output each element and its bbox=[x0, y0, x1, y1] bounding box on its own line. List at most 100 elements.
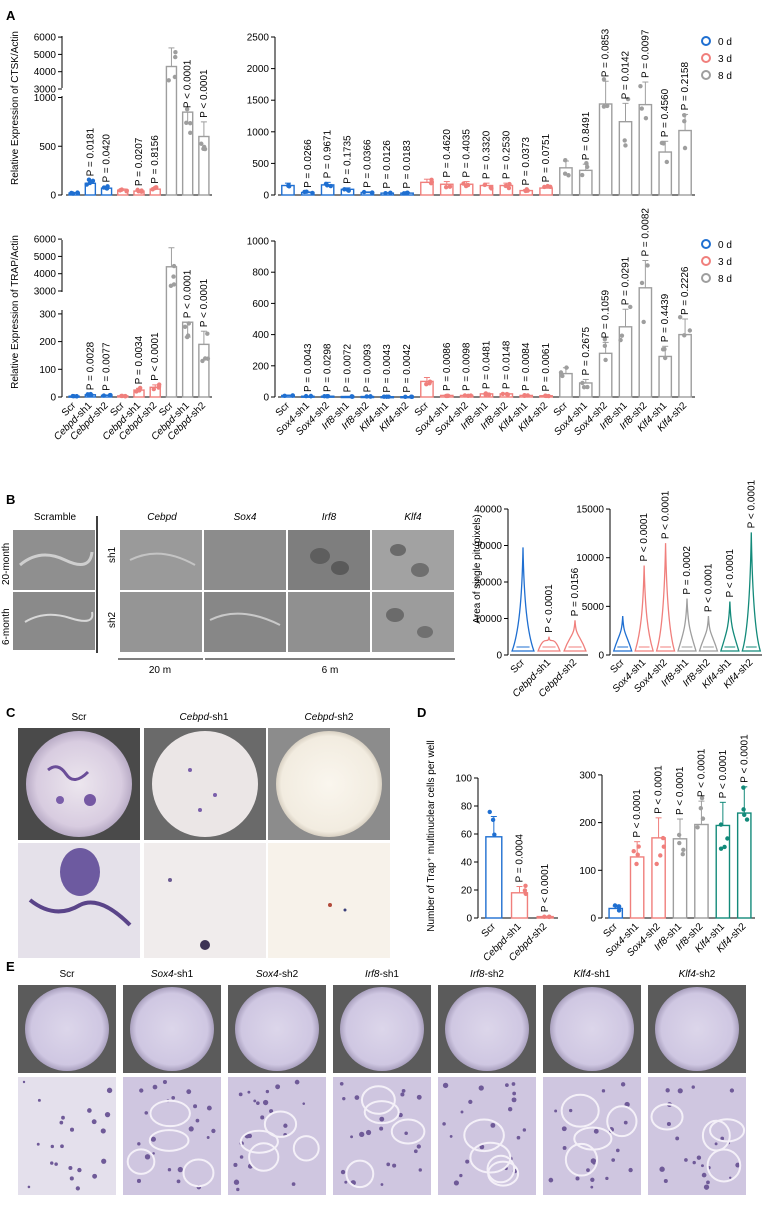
y-tick-label: 6000 bbox=[34, 33, 57, 44]
bar bbox=[658, 151, 673, 196]
violin bbox=[511, 547, 535, 652]
data-point bbox=[661, 844, 667, 849]
data-point bbox=[443, 184, 449, 190]
sem-klf4-sh2 bbox=[372, 592, 454, 652]
data-point bbox=[151, 386, 156, 392]
y-tick-label: 4000 bbox=[34, 67, 57, 78]
p-value: P < 0.0001 bbox=[725, 549, 736, 598]
data-point bbox=[447, 184, 453, 189]
p-value: P < 0.0001 bbox=[632, 789, 643, 838]
data-point bbox=[310, 190, 315, 196]
data-point bbox=[388, 190, 393, 196]
y-tick-label: 10000 bbox=[576, 553, 604, 564]
data-point bbox=[185, 333, 191, 338]
dish-image bbox=[340, 987, 424, 1071]
panel-b-micrographs: Scramble 20-month 6-month Cebpd Sox4 Irf… bbox=[1, 512, 455, 676]
y-tick-label: 500 bbox=[39, 142, 56, 153]
data-point bbox=[546, 914, 552, 920]
data-point bbox=[168, 283, 174, 289]
dish-image bbox=[550, 987, 634, 1071]
panel-label-e: E bbox=[6, 959, 15, 974]
svg-text:0 d: 0 d bbox=[718, 240, 732, 251]
legend-bottom: 0 d 3 d 8 d bbox=[701, 239, 732, 285]
p-value: P = 0.0126 bbox=[382, 140, 393, 189]
data-point bbox=[86, 177, 92, 182]
data-point bbox=[562, 171, 568, 176]
data-point bbox=[542, 184, 547, 190]
p-value: P < 0.0001 bbox=[150, 332, 161, 381]
data-point bbox=[742, 812, 747, 817]
zoom-image bbox=[438, 1077, 536, 1195]
row-label-20-month: 20-month bbox=[1, 543, 12, 585]
category-label: Scr bbox=[480, 921, 499, 940]
y-tick-label: 2000 bbox=[247, 64, 270, 75]
violin bbox=[698, 616, 719, 652]
y-tick-label: 0 bbox=[598, 651, 604, 662]
bar bbox=[694, 823, 709, 919]
data-point bbox=[700, 816, 706, 821]
e-label: Scr bbox=[60, 969, 76, 980]
p-value: P = 0.0156 bbox=[570, 567, 581, 616]
svg-text:0 d: 0 d bbox=[718, 37, 732, 48]
sem-irf8-sh2 bbox=[288, 592, 370, 652]
p-value: P < 0.0001 bbox=[718, 749, 729, 798]
zoom-image bbox=[123, 1077, 221, 1195]
data-point bbox=[182, 324, 188, 330]
data-point bbox=[487, 809, 492, 815]
data-point bbox=[368, 394, 373, 399]
chart-trap-cebpd: Relative Expression of TRAP/Actin 0 100 200… bbox=[10, 235, 212, 443]
e-label: Irf8-sh1 bbox=[365, 969, 399, 980]
y-tick-label: 20 bbox=[461, 886, 473, 897]
data-point bbox=[524, 187, 529, 192]
col-label-cebpd: Cebpd bbox=[147, 512, 177, 523]
data-point bbox=[90, 178, 96, 184]
data-point bbox=[718, 822, 724, 827]
data-point bbox=[303, 393, 309, 399]
bar bbox=[678, 129, 692, 196]
y-tick-label: 0 bbox=[50, 191, 56, 202]
bar bbox=[736, 812, 752, 919]
y-tick-label: 80 bbox=[461, 802, 473, 813]
data-point bbox=[543, 393, 549, 399]
p-value: P < 0.0001 bbox=[199, 278, 210, 327]
data-point bbox=[403, 394, 408, 399]
data-point bbox=[623, 143, 628, 148]
violin bbox=[634, 565, 655, 652]
data-point bbox=[465, 182, 471, 188]
data-point bbox=[409, 394, 414, 399]
data-point bbox=[427, 381, 432, 386]
data-point bbox=[660, 835, 666, 841]
data-point bbox=[628, 304, 633, 310]
data-point bbox=[188, 130, 193, 136]
p-value: P < 0.0001 bbox=[654, 765, 665, 814]
p-value: P = 0.0043 bbox=[382, 344, 393, 393]
c-label-cebpd-sh1: Cebpd-sh1 bbox=[180, 712, 229, 723]
y-tick-label: 60 bbox=[461, 830, 473, 841]
e-label: Irf8-sh2 bbox=[470, 969, 504, 980]
y-tick-label: 5000 bbox=[34, 252, 57, 263]
p-value: P = 0.0420 bbox=[102, 134, 113, 183]
data-point bbox=[120, 393, 125, 399]
p-value: P = 0.0086 bbox=[442, 342, 453, 391]
svg-text:8 d: 8 d bbox=[718, 71, 732, 82]
data-point bbox=[139, 189, 144, 194]
data-point bbox=[634, 861, 639, 867]
data-point bbox=[101, 393, 107, 398]
dish-image bbox=[445, 987, 529, 1071]
data-point bbox=[383, 190, 388, 196]
p-value: P = 0.0034 bbox=[134, 335, 145, 384]
e-label: Klf4-sh2 bbox=[679, 969, 716, 980]
p-value: P = 0.0004 bbox=[515, 834, 526, 883]
chart-trap-count-cebpd: Number of Trap⁺ multinuclear cells per w… bbox=[426, 740, 558, 964]
data-point bbox=[579, 172, 585, 178]
p-value: P = 0.0148 bbox=[501, 340, 512, 389]
dish-image bbox=[25, 987, 109, 1071]
p-value: P = 0.0072 bbox=[343, 344, 354, 393]
data-point bbox=[612, 903, 618, 908]
data-point bbox=[677, 840, 682, 846]
data-point bbox=[659, 140, 665, 146]
data-point bbox=[173, 49, 178, 55]
panel-label-a: A bbox=[6, 8, 16, 23]
sem-klf4-sh1 bbox=[372, 530, 454, 590]
